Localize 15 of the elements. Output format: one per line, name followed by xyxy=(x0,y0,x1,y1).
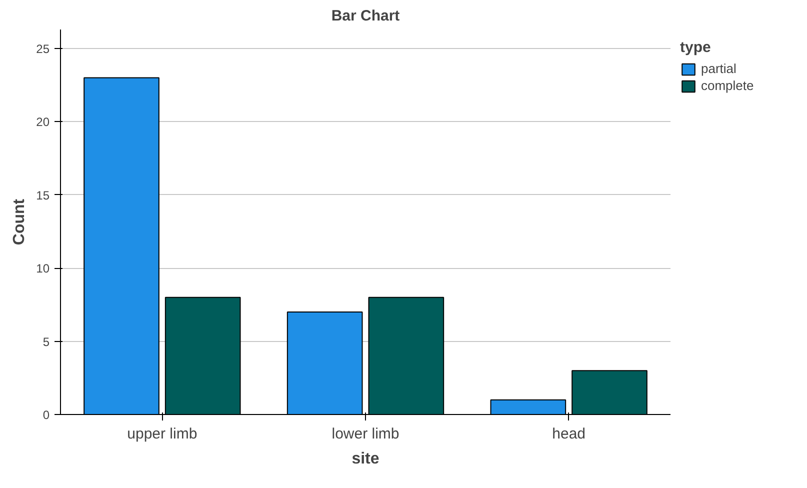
x-axis-title: site xyxy=(352,450,380,468)
y-axis-title: Count xyxy=(11,198,28,246)
y-tick-label: 0 xyxy=(42,408,50,422)
x-tick-label: lower limb xyxy=(332,426,400,442)
x-tick-label: upper limb xyxy=(127,426,198,442)
y-tick-label: 15 xyxy=(36,188,50,202)
y-tick-label: 10 xyxy=(36,262,50,276)
legend-label: partial xyxy=(701,61,736,76)
y-tick-label: 5 xyxy=(42,334,50,349)
chart-title: Bar Chart xyxy=(331,8,400,24)
x-tick-label: head xyxy=(552,426,586,442)
y-tick-label: 20 xyxy=(36,115,50,130)
legend-label: complete xyxy=(701,78,754,93)
y-tick-label: 25 xyxy=(36,42,50,56)
legend-title: type xyxy=(680,39,712,56)
